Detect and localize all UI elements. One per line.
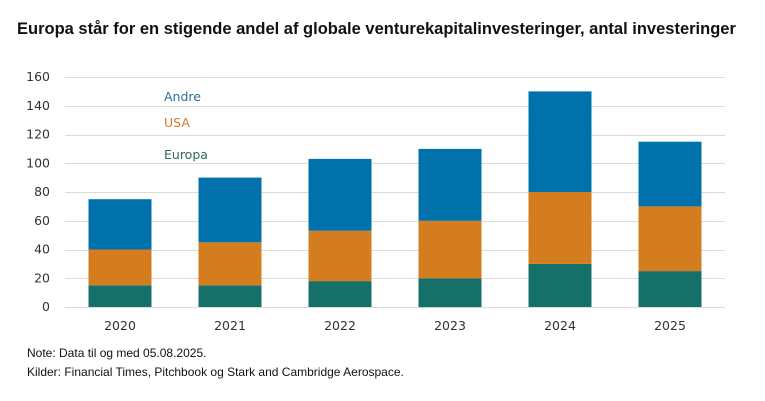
bars bbox=[88, 91, 702, 308]
bar-andre-2025 bbox=[638, 141, 702, 207]
bar-usa-2021 bbox=[198, 242, 262, 286]
chart-title: Europa står for en stigende andel af glo… bbox=[17, 20, 736, 38]
y-tick-label: 160 bbox=[26, 69, 50, 84]
bar-europa-2022 bbox=[308, 281, 372, 307]
bar-europa-2020 bbox=[88, 285, 152, 307]
footnote-note: Note: Data til og med 05.08.2025. bbox=[27, 346, 207, 360]
x-axis: 2020 2021 2022 2023 2024 2025 bbox=[104, 318, 686, 333]
legend: Andre USA Europa bbox=[164, 89, 208, 162]
bar-andre-2024 bbox=[528, 91, 592, 192]
bar-europa-2021 bbox=[198, 285, 262, 307]
y-tick-label: 0 bbox=[42, 299, 50, 314]
bar-andre-2021 bbox=[198, 177, 262, 243]
y-tick-label: 20 bbox=[34, 270, 50, 285]
bar-usa-2024 bbox=[528, 192, 592, 264]
footnote-sources: Kilder: Financial Times, Pitchbook og St… bbox=[27, 365, 404, 379]
legend-label-andre: Andre bbox=[164, 89, 201, 104]
y-tick-label: 140 bbox=[26, 98, 50, 113]
bar-usa-2022 bbox=[308, 230, 372, 282]
y-tick-label: 120 bbox=[26, 127, 50, 142]
legend-label-usa: USA bbox=[164, 115, 190, 130]
y-tick-label: 80 bbox=[34, 184, 50, 199]
x-tick-label: 2025 bbox=[654, 318, 686, 333]
bar-usa-2025 bbox=[638, 206, 702, 272]
bar-andre-2023 bbox=[418, 148, 482, 221]
bar-andre-2022 bbox=[308, 158, 372, 231]
y-tick-label: 100 bbox=[26, 155, 50, 170]
y-tick-label: 40 bbox=[34, 242, 50, 257]
bar-usa-2020 bbox=[88, 249, 152, 286]
bar-europa-2024 bbox=[528, 263, 592, 307]
x-tick-label: 2023 bbox=[434, 318, 466, 333]
x-tick-label: 2022 bbox=[324, 318, 356, 333]
bar-europa-2023 bbox=[418, 278, 482, 308]
y-axis: 0 20 40 60 80 100 120 140 160 bbox=[26, 69, 50, 314]
bar-andre-2020 bbox=[88, 199, 152, 250]
gridlines bbox=[65, 77, 725, 308]
bar-usa-2023 bbox=[418, 220, 482, 279]
legend-label-europa: Europa bbox=[164, 147, 208, 162]
x-tick-label: 2021 bbox=[214, 318, 246, 333]
x-tick-label: 2024 bbox=[544, 318, 576, 333]
bar-europa-2025 bbox=[638, 271, 702, 307]
x-tick-label: 2020 bbox=[104, 318, 136, 333]
y-tick-label: 60 bbox=[34, 213, 50, 228]
